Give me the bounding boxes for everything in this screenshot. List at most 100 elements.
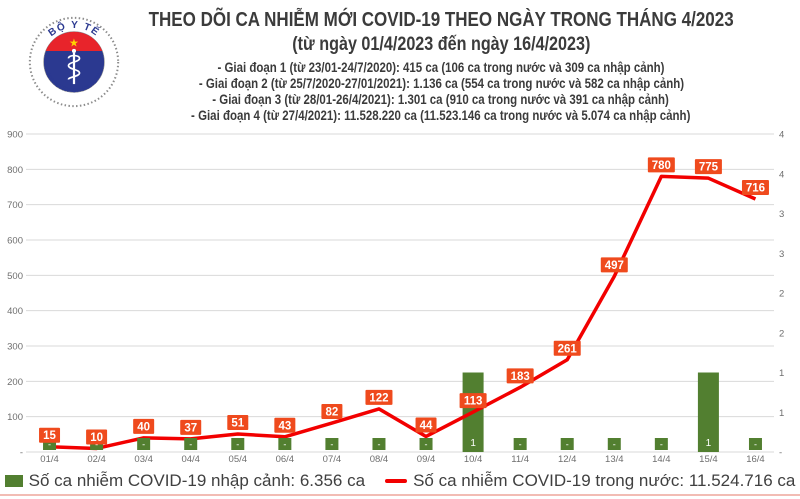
- page-subtitle: (từ ngày 01/4/2023 đến ngày 16/4/2023): [291, 34, 591, 55]
- right-axis-tick: 1: [779, 408, 784, 419]
- line-label: 113: [464, 396, 483, 408]
- left-axis-tick: 200: [7, 377, 23, 388]
- imported-series-swatch: [4, 475, 23, 487]
- note-stage-1: - Giai đoạn 1 (từ 23/01-24/7/2020): 415 …: [217, 60, 665, 75]
- x-axis-label: 13/4: [605, 454, 624, 465]
- logo-top-text: BỘ Y TẾ: [47, 19, 102, 39]
- line-label-box: [647, 157, 675, 173]
- stage-notes: - Giai đoạn 1 (từ 23/01-24/7/2020): 415 …: [80, 60, 800, 124]
- bar-zero-label-box: [278, 438, 292, 450]
- left-axis-tick: 800: [7, 165, 23, 176]
- bar-zero-label-box: [654, 438, 668, 450]
- x-axis-label: 11/4: [511, 454, 529, 465]
- right-axis-tick: -: [779, 448, 782, 459]
- bar-zero-label: -: [566, 440, 569, 450]
- line-label-box: [180, 419, 202, 435]
- bar: [697, 372, 719, 452]
- domestic-series-label: Số ca nhiễm COVID-19 trong nước: 11.524.…: [413, 471, 796, 490]
- line-label: 44: [420, 420, 433, 432]
- bar-zero-label: -: [95, 440, 98, 450]
- left-axis-tick: 700: [7, 200, 23, 211]
- imported-series-label: Số ca nhiễm COVID-19 nhập cảnh: 6.356 ca: [28, 471, 366, 490]
- bar-zero-label-box: [325, 438, 339, 450]
- line-label-box: [365, 389, 393, 405]
- left-axis-tick: 600: [7, 236, 23, 247]
- line-label-box: [86, 429, 108, 445]
- right-axis-tick: 4: [779, 130, 784, 141]
- bar-zero-label: -: [754, 440, 757, 450]
- note-stage-3: - Giai đoạn 3 (từ 28/01-26/4/2021): 1.30…: [212, 92, 670, 107]
- bar-zero-label-box: [560, 438, 574, 450]
- x-axis-label: 10/4: [464, 454, 483, 465]
- bottom-divider: [0, 494, 800, 496]
- line-label: 497: [605, 260, 624, 272]
- left-axis-tick: 400: [7, 306, 23, 317]
- line-label: 780: [652, 160, 671, 172]
- star-icon: ★: [69, 37, 79, 49]
- bar-zero-label: -: [48, 440, 51, 450]
- line-label-box: [600, 257, 628, 273]
- left-axis-tick: 500: [7, 271, 23, 282]
- line-label-box: [415, 417, 437, 433]
- line-label-box: [227, 414, 249, 430]
- bar-zero-label: -: [189, 440, 192, 450]
- bar-zero-label-box: [372, 438, 386, 450]
- left-axis-tick: 100: [7, 412, 23, 423]
- bar-label: 1: [706, 438, 712, 449]
- x-axis-label: 07/4: [323, 454, 342, 465]
- line-label: 716: [746, 183, 765, 195]
- line-label: 261: [558, 343, 578, 355]
- left-axis-tick: 900: [7, 130, 23, 141]
- x-axis-label: 12/4: [558, 454, 577, 465]
- domestic-series-swatch: [385, 479, 408, 483]
- bar-zero-label: -: [377, 440, 380, 450]
- x-axis-label: 16/4: [746, 454, 765, 465]
- right-axis-tick: 1: [779, 368, 784, 379]
- line-label: 82: [326, 407, 339, 419]
- line-label-box: [133, 418, 155, 434]
- line-label: 15: [43, 430, 56, 442]
- note-stage-4: - Giai đoạn 4 (từ 27/4/2021): 11.528.220…: [191, 108, 691, 123]
- bar-zero-label-box: [419, 438, 433, 450]
- bar-zero-label: -: [660, 440, 663, 450]
- bar-zero-label-box: [184, 438, 198, 450]
- bar-zero-label: -: [283, 440, 286, 450]
- x-axis-label: 04/4: [181, 454, 200, 465]
- x-axis-label: 14/4: [652, 454, 671, 465]
- logo-red-segment: [45, 31, 103, 51]
- bar-zero-label: -: [425, 440, 428, 450]
- x-axis-label: 06/4: [276, 454, 295, 465]
- right-axis-tick: 2: [779, 289, 784, 300]
- line-label-box: [274, 417, 296, 433]
- bar-zero-label-box: [231, 438, 245, 450]
- bar-zero-label: -: [613, 440, 616, 450]
- left-axis-tick: 300: [7, 342, 23, 353]
- line-label-box: [321, 404, 343, 420]
- x-axis-label: 03/4: [134, 454, 153, 465]
- bar-zero-label: -: [142, 440, 145, 450]
- x-axis-label: 08/4: [370, 454, 389, 465]
- svg-text:BỘ Y TẾ: BỘ Y TẾ: [47, 19, 103, 39]
- bar-zero-label-box: [607, 438, 621, 450]
- x-axis-label: 02/4: [87, 454, 106, 465]
- line-label: 43: [278, 420, 291, 432]
- line-label: 37: [184, 422, 197, 434]
- line-label-box: [459, 393, 487, 409]
- line-label: 183: [511, 371, 530, 383]
- line-label: 51: [231, 417, 244, 429]
- domestic-cases-line: [49, 174, 757, 451]
- line-label: 775: [699, 162, 719, 174]
- ministry-of-health-logo-icon: ★ BỘ Y TẾ MINISTRY OF HEALTH: [28, 16, 120, 108]
- line-label: 122: [369, 392, 388, 404]
- bar-zero-label-box: [513, 438, 527, 450]
- x-axis-label: 01/4: [40, 454, 59, 465]
- chart-header: THEO DÕI CA NHIỄM MỚI COVID-19 THEO NGÀY…: [80, 8, 800, 124]
- line-label: 10: [90, 432, 103, 444]
- line-label-box: [39, 427, 61, 443]
- right-axis-tick: 2: [779, 328, 784, 339]
- x-axis-label: 15/4: [699, 454, 718, 465]
- bar-zero-label: -: [236, 440, 239, 450]
- bar-zero-label-box: [137, 438, 151, 450]
- x-axis-label: 05/4: [229, 454, 248, 465]
